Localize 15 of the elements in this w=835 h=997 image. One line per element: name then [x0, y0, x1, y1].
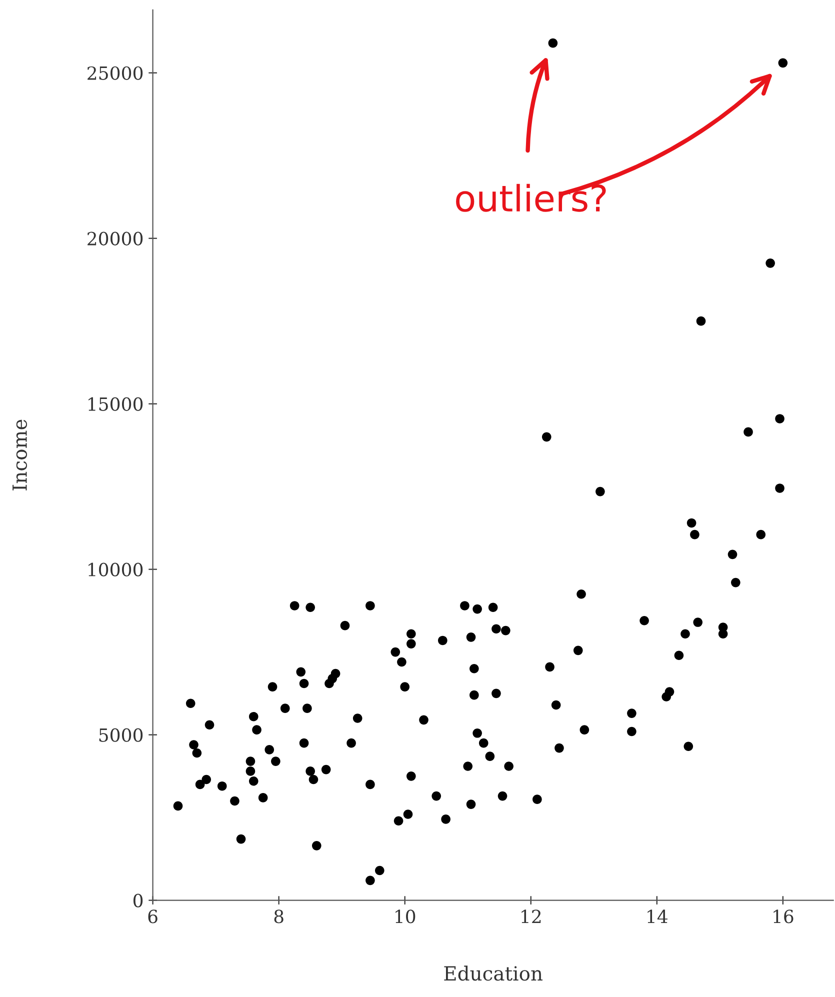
x-tick-label: 8 — [274, 910, 284, 924]
x-tick-label: 12 — [522, 910, 541, 924]
annotation: outliers? — [456, 184, 606, 212]
y-axis-title: Income — [12, 420, 28, 490]
y-tick-label: 20000 — [88, 232, 143, 246]
x-tick-label: 14 — [648, 910, 668, 924]
x-tick-label: 6 — [148, 910, 158, 924]
y-tick-label: 15000 — [88, 397, 143, 411]
x-axis-title: Education — [444, 966, 542, 981]
x-tick-label: 16 — [774, 910, 794, 924]
y-tick-label: 5000 — [99, 728, 143, 742]
y-tick-label: 25000 — [88, 66, 143, 80]
x-tick-label: 10 — [396, 910, 416, 924]
y-tick-label: 0 — [133, 894, 143, 908]
y-tick-label: 10000 — [88, 562, 143, 576]
